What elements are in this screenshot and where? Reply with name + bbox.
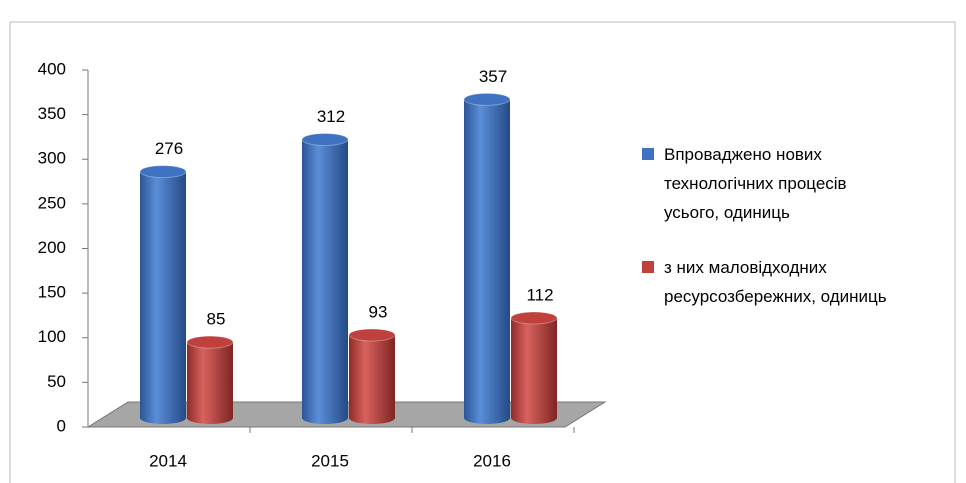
bar [302,139,348,425]
y-tick-label: 350 [38,104,66,123]
bar [511,318,557,424]
bar-top [348,328,396,342]
bar [187,342,233,424]
data-label: 112 [526,286,553,305]
x-tick-label: 2015 [311,451,349,470]
y-tick-label: 150 [38,283,66,302]
y-tick-label: 400 [38,59,66,78]
bar [140,171,186,424]
bar [349,334,395,424]
legend-label: Впроваджено нових технологічних процесів… [664,145,847,222]
bar-top [139,165,187,179]
legend-label: з них маловідходних ресурсозбережних, од… [664,258,887,306]
bar-top [301,133,349,147]
bar [464,99,510,424]
data-label: 85 [207,310,226,329]
data-label: 312 [317,107,345,126]
legend-swatch [642,261,654,273]
data-label: 357 [479,67,507,86]
bar-top [510,311,558,325]
data-label: 93 [369,302,388,321]
bar-top [186,335,234,349]
frame [9,21,956,483]
y-tick-label: 250 [38,193,66,212]
y-tick-label: 200 [38,238,66,257]
y-tick-label: 50 [47,372,66,391]
y-tick-label: 100 [38,327,66,346]
x-tick-label: 2016 [473,451,511,470]
y-tick-label: 0 [57,416,66,435]
bar-top [463,92,511,106]
legend-entry: з них маловідходних ресурсозбережних, од… [642,253,942,311]
legend-swatch [642,148,654,160]
data-label: 276 [155,139,183,158]
y-tick-label: 300 [38,149,66,168]
legend-entry: Впроваджено нових технологічних процесів… [642,140,942,227]
x-tick-label: 2014 [149,451,187,470]
legend: Впроваджено нових технологічних процесів… [642,140,942,337]
